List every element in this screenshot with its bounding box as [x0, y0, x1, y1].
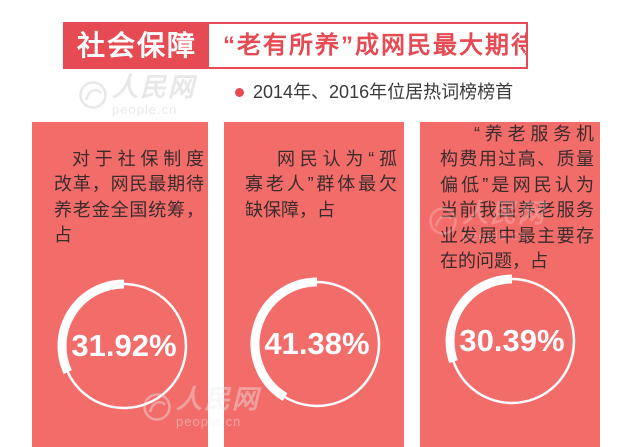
- gauge-value-arc: [57, 279, 125, 375]
- gauge-value-label: 41.38%: [264, 326, 370, 361]
- ring-gauge-chart: [445, 274, 576, 405]
- gauge-value-label: 31.92%: [71, 328, 177, 363]
- headline-text: “老有所养”成网民最大期待: [223, 32, 528, 59]
- caption-line: 寡老人”群体最欠: [245, 174, 397, 195]
- stat-panel-3: “养老服务机 构费用过高、质量 偏低”是网民认为 当前我国养老服务 业发展中最主…: [420, 122, 600, 447]
- bullet-dot-icon: [235, 88, 244, 97]
- stat-caption: “养老服务机 构费用过高、质量 偏低”是网民认为 当前我国养老服务 业发展中最主…: [440, 122, 594, 274]
- caption-line: 在的问题，占: [440, 250, 548, 271]
- watermark-site: people.cn: [112, 101, 178, 117]
- gauge-value-arc: [250, 277, 318, 401]
- gauge-value-arc: [445, 274, 513, 364]
- watermark-brand: 人民网: [112, 73, 197, 102]
- caption-line: 改革，网民最期待: [54, 174, 204, 195]
- watermark: 人民网 people.cn: [78, 73, 197, 117]
- caption-line: 业发展中最主要存: [440, 225, 594, 246]
- caption-line: 养老金全国统筹，: [54, 199, 204, 220]
- stat-panel-1: 对于社保制度 改革，网民最期待 养老金全国统筹， 占 31.92%: [32, 122, 208, 447]
- caption-line: 偏低”是网民认为: [440, 174, 594, 195]
- gauge-value-label: 30.39%: [459, 323, 565, 358]
- ring-gauge: 30.39%: [442, 271, 582, 411]
- stat-panel-2: 网民认为“孤 寡老人”群体最欠 缺保障，占 41.38%: [224, 122, 404, 447]
- caption-line: 缺保障，占: [245, 199, 335, 220]
- ring-gauge: 41.38%: [247, 274, 387, 414]
- people-logo-icon: [79, 81, 107, 110]
- caption-line: 当前我国养老服务: [440, 200, 594, 221]
- headline-box: “老有所养”成网民最大期待: [209, 22, 528, 69]
- ring-gauge-chart: [250, 277, 381, 408]
- stat-caption: 网民认为“孤 寡老人”群体最欠 缺保障，占: [245, 147, 397, 223]
- caption-line: 网民认为“孤: [277, 149, 397, 169]
- section-tag: 社会保障: [63, 22, 209, 69]
- ring-gauge: 31.92%: [54, 276, 194, 416]
- caption-line: 构费用过高、质量: [440, 149, 594, 170]
- ring-gauge-chart: [57, 279, 188, 410]
- subtitle: 2014年、2016年位居热词榜榜首: [253, 82, 514, 102]
- caption-line: 占: [54, 225, 72, 246]
- stat-caption: 对于社保制度 改革，网民最期待 养老金全国统筹， 占: [54, 147, 204, 249]
- caption-line: “养老服务机: [474, 124, 594, 144]
- caption-line: 对于社保制度: [72, 149, 204, 169]
